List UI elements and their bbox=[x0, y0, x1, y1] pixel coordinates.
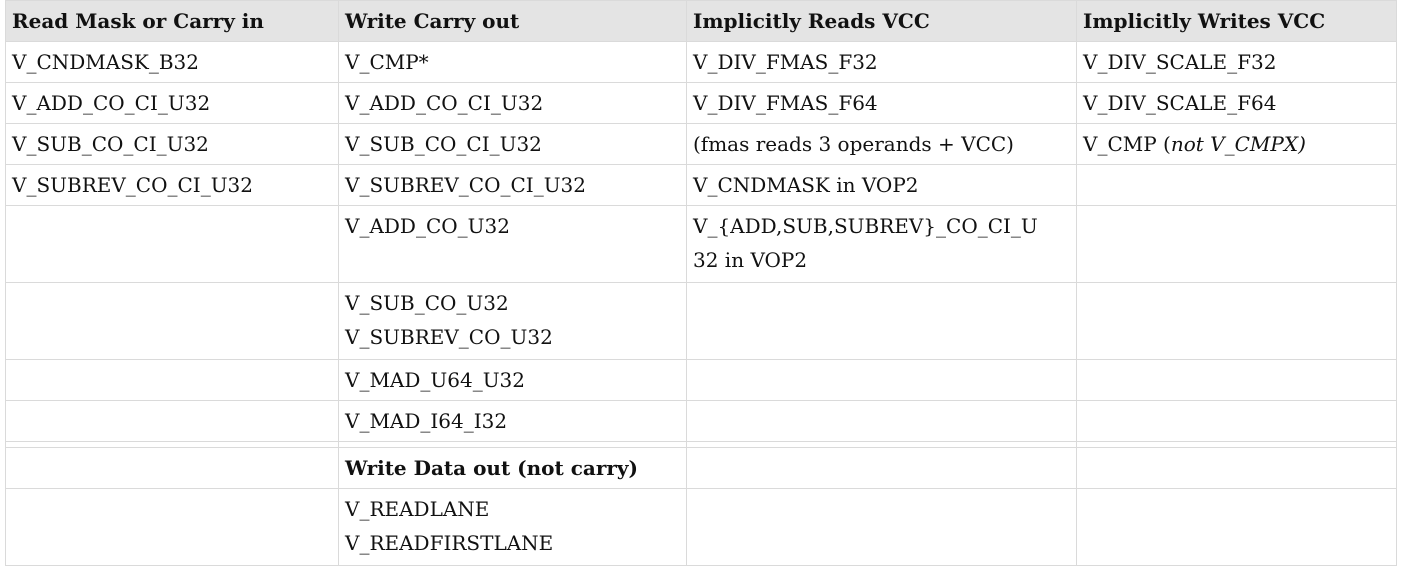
cell-writes-vcc: V_DIV_SCALE_F32 bbox=[1076, 41, 1397, 83]
header-reads-vcc: Implicitly Reads VCC bbox=[686, 0, 1077, 42]
header-writes-vcc: Implicitly Writes VCC bbox=[1076, 0, 1397, 42]
cell-writes-vcc bbox=[1076, 447, 1397, 489]
write-carry-line-1: V_SUB_CO_U32 bbox=[345, 291, 509, 315]
cell-read-mask bbox=[5, 282, 339, 360]
cell-writes-vcc: V_DIV_SCALE_F64 bbox=[1076, 82, 1397, 124]
cell-read-mask bbox=[5, 447, 339, 489]
cell-read-mask: V_SUB_CO_CI_U32 bbox=[5, 123, 339, 165]
cell-reads-vcc bbox=[686, 400, 1077, 442]
cell-reads-vcc: V_DIV_FMAS_F64 bbox=[686, 82, 1077, 124]
cell-write-carry: V_READLANE V_READFIRSTLANE bbox=[338, 488, 687, 566]
writes-vcc-prefix: V_CMP ( bbox=[1083, 132, 1171, 156]
reads-vcc-line-2: 32 in VOP2 bbox=[693, 248, 808, 272]
cell-read-mask: V_CNDMASK_B32 bbox=[5, 41, 339, 83]
cell-writes-vcc bbox=[1076, 164, 1397, 206]
cell-read-mask: V_SUBREV_CO_CI_U32 bbox=[5, 164, 339, 206]
cell-reads-vcc bbox=[686, 447, 1077, 489]
cell-write-carry: V_CMP* bbox=[338, 41, 687, 83]
table-row: V_SUB_CO_CI_U32 V_SUB_CO_CI_U32 (fmas re… bbox=[5, 123, 1397, 165]
table-row: V_SUBREV_CO_CI_U32 V_SUBREV_CO_CI_U32 V_… bbox=[5, 164, 1397, 206]
cell-write-data-heading: Write Data out (not carry) bbox=[338, 447, 687, 489]
cell-reads-vcc: V_{ADD,SUB,SUBREV}_CO_CI_U 32 in VOP2 bbox=[686, 205, 1077, 283]
write-data-line-1: V_READLANE bbox=[345, 497, 490, 521]
writes-vcc-italic: not V_CMPX bbox=[1170, 132, 1299, 156]
cell-write-carry: V_SUB_CO_U32 V_SUBREV_CO_U32 bbox=[338, 282, 687, 360]
cell-write-carry: V_MAD_I64_I32 bbox=[338, 400, 687, 442]
cell-reads-vcc: V_CNDMASK in VOP2 bbox=[686, 164, 1077, 206]
write-carry-line-2: V_SUBREV_CO_U32 bbox=[345, 325, 553, 349]
table-row: V_MAD_U64_U32 bbox=[5, 359, 1397, 401]
table-row: Write Data out (not carry) bbox=[5, 447, 1397, 489]
cell-writes-vcc bbox=[1076, 359, 1397, 401]
table-row: V_READLANE V_READFIRSTLANE bbox=[5, 488, 1397, 566]
writes-vcc-suffix: ) bbox=[1298, 132, 1306, 156]
table-row: V_SUB_CO_U32 V_SUBREV_CO_U32 bbox=[5, 282, 1397, 360]
table-row: V_ADD_CO_U32 V_{ADD,SUB,SUBREV}_CO_CI_U 3… bbox=[5, 205, 1397, 283]
cell-writes-vcc bbox=[1076, 282, 1397, 360]
cell-writes-vcc: V_CMP (not V_CMPX) bbox=[1076, 123, 1397, 165]
reads-vcc-line-1: V_{ADD,SUB,SUBREV}_CO_CI_U bbox=[693, 214, 1038, 238]
table-row: V_ADD_CO_CI_U32 V_ADD_CO_CI_U32 V_DIV_FM… bbox=[5, 82, 1397, 124]
header-read-mask: Read Mask or Carry in bbox=[5, 0, 339, 42]
cell-read-mask bbox=[5, 400, 339, 442]
header-write-carry: Write Carry out bbox=[338, 0, 687, 42]
cell-write-carry: V_MAD_U64_U32 bbox=[338, 359, 687, 401]
cell-read-mask bbox=[5, 359, 339, 401]
cell-reads-vcc: (fmas reads 3 operands + VCC) bbox=[686, 123, 1077, 165]
cell-reads-vcc bbox=[686, 359, 1077, 401]
cell-write-carry: V_ADD_CO_CI_U32 bbox=[338, 82, 687, 124]
cell-write-carry: V_SUBREV_CO_CI_U32 bbox=[338, 164, 687, 206]
cell-write-carry: V_SUB_CO_CI_U32 bbox=[338, 123, 687, 165]
cell-read-mask bbox=[5, 205, 339, 283]
table-row: V_CNDMASK_B32 V_CMP* V_DIV_FMAS_F32 V_DI… bbox=[5, 41, 1397, 83]
cell-writes-vcc bbox=[1076, 205, 1397, 283]
cell-reads-vcc bbox=[686, 282, 1077, 360]
vcc-usage-table: Read Mask or Carry in Write Carry out Im… bbox=[5, 0, 1397, 566]
cell-reads-vcc bbox=[686, 488, 1077, 566]
write-data-line-2: V_READFIRSTLANE bbox=[345, 531, 554, 555]
cell-reads-vcc: V_DIV_FMAS_F32 bbox=[686, 41, 1077, 83]
table-row: V_MAD_I64_I32 bbox=[5, 400, 1397, 442]
table-header-row: Read Mask or Carry in Write Carry out Im… bbox=[5, 0, 1397, 42]
cell-writes-vcc bbox=[1076, 488, 1397, 566]
cell-read-mask bbox=[5, 488, 339, 566]
cell-write-carry: V_ADD_CO_U32 bbox=[338, 205, 687, 283]
cell-read-mask: V_ADD_CO_CI_U32 bbox=[5, 82, 339, 124]
cell-writes-vcc bbox=[1076, 400, 1397, 442]
